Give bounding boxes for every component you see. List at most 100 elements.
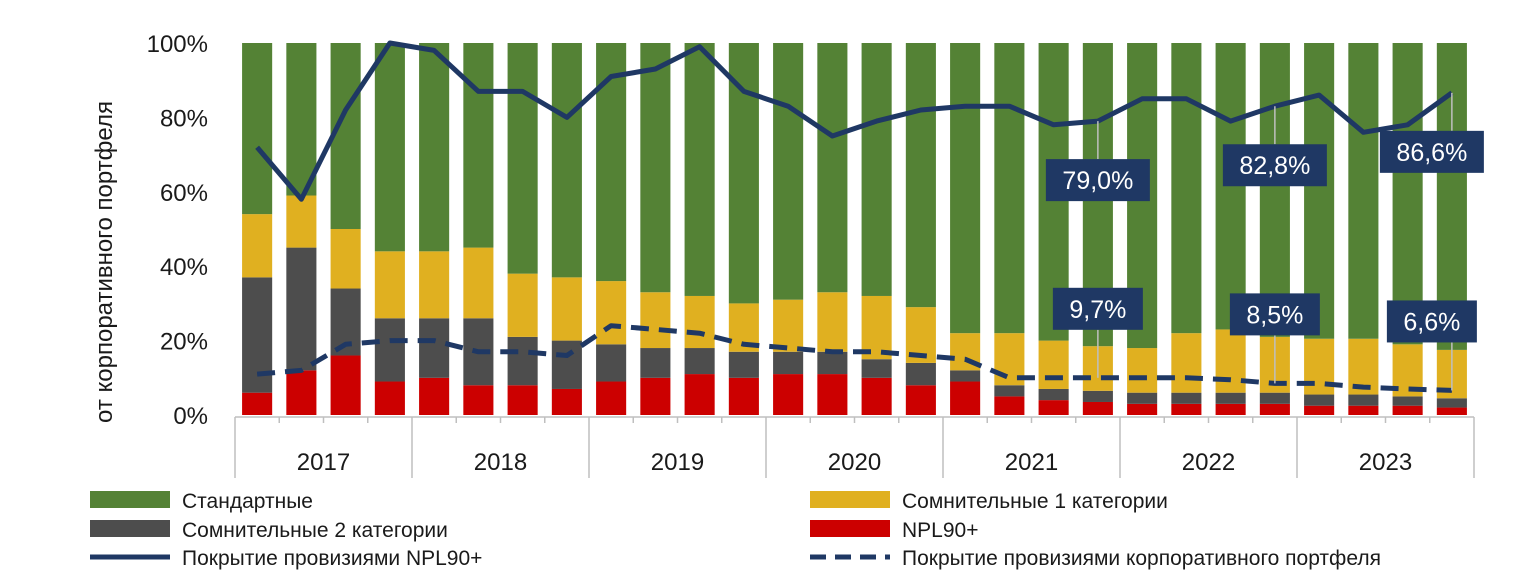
bar-segment (684, 43, 715, 296)
legend-label: Стандартные (182, 490, 313, 513)
data-callout: 86,6% (1379, 92, 1484, 173)
callout-box (1222, 144, 1327, 187)
bar-segment (640, 292, 671, 349)
bar-segment (1171, 43, 1202, 334)
legend-item: Стандартные (90, 490, 313, 513)
bar-segment (1038, 388, 1069, 401)
bar-segment (551, 277, 582, 341)
bar-segment (330, 43, 361, 229)
bar-segment (1215, 392, 1246, 404)
y-tick-label: 80% (160, 105, 208, 132)
bar-segment (728, 43, 759, 304)
bar-segment (507, 385, 538, 415)
bar-segment (640, 43, 671, 293)
bar-segment (773, 351, 804, 375)
bar-segment (1304, 405, 1335, 415)
lines-layer (255, 40, 1454, 393)
bar-segment (684, 295, 715, 349)
bar-segment (1171, 333, 1202, 393)
bar-segment (507, 336, 538, 386)
bar-segment (463, 385, 494, 415)
bar-segment (817, 292, 848, 352)
x-year-label: 2023 (1359, 449, 1412, 476)
bar-segment (419, 251, 450, 319)
callout-box (1386, 300, 1477, 343)
y-tick-label: 60% (160, 180, 208, 207)
callout-label: 86,6% (1396, 139, 1467, 167)
bar-segment (950, 381, 981, 415)
bar-segment (507, 273, 538, 337)
y-tick-label: 40% (160, 254, 208, 281)
bar-segment (1392, 43, 1423, 345)
bar-segment (242, 214, 273, 278)
bar-segment (994, 396, 1025, 415)
bar-segment (1436, 398, 1467, 408)
legend-swatch (90, 491, 170, 508)
bar-segment (374, 43, 405, 252)
bar-segment (551, 388, 582, 415)
axes-layer: 0% 20% 40% 60% 80% 100% 2017 2018 2019 2020 2021 20… (147, 31, 1475, 478)
bar-segment (1348, 405, 1379, 415)
bar-segment (551, 43, 582, 278)
callout-label: 9,7% (1069, 296, 1126, 324)
legend-item: Сомнительные 1 категории (810, 490, 1168, 513)
bar-segment (640, 348, 671, 378)
legend: Стандартные Сомнительные 1 категории Сомни… (90, 490, 1381, 570)
legend-label: Сомнительные 1 категории (902, 490, 1168, 513)
bar-segment (773, 43, 804, 300)
bar-segment (950, 43, 981, 334)
legend-label: Покрытие провизиями корпоративного портф… (902, 547, 1381, 570)
data-callout: 79,0% (1045, 121, 1150, 202)
coverage-portfolio-line (256, 323, 1452, 393)
bar-segment (684, 348, 715, 375)
callout-box (1045, 159, 1150, 202)
data-callout: 6,6% (1386, 300, 1477, 391)
bar-segment (1127, 403, 1158, 415)
bar-segment (1171, 392, 1202, 404)
bar-segment (1304, 43, 1335, 339)
y-axis-label: от корпоративного портфеля (91, 101, 118, 423)
bar-segment (507, 43, 538, 274)
bar-segment (1082, 390, 1113, 402)
bar-segment (905, 43, 936, 308)
callout-label: 6,6% (1403, 308, 1460, 336)
bar-segment (596, 344, 627, 382)
bar-segment (773, 374, 804, 415)
x-year-label: 2021 (1005, 449, 1058, 476)
callout-box (1229, 293, 1320, 336)
data-callout: 82,8% (1222, 106, 1327, 187)
bar-segment (728, 377, 759, 415)
bar-segment (1171, 403, 1202, 415)
legend-item: Покрытие провизиями NPL90+ (90, 547, 482, 570)
coverage-npl-line (255, 40, 1454, 202)
bar-segment (905, 385, 936, 415)
bar-segment (330, 355, 361, 415)
x-year-label: 2019 (651, 449, 704, 476)
legend-swatch (90, 520, 170, 537)
bar-segment (773, 299, 804, 352)
callout-label: 8,5% (1246, 301, 1303, 329)
bar-segment (419, 43, 450, 252)
legend-label: Сомнительные 2 категории (182, 519, 448, 542)
bar-segment (463, 43, 494, 248)
bar-segment (463, 247, 494, 319)
callout-box (1052, 287, 1143, 330)
callouts-layer: 79,0% 82,8% 86,6% 9,7% 8,5% 6,6% (1045, 92, 1484, 391)
y-tick-label: 100% (147, 31, 208, 58)
legend-item: Покрытие провизиями корпоративного портф… (810, 547, 1381, 570)
bar-segment (596, 281, 627, 345)
bar-segment (374, 318, 405, 382)
bar-segment (1215, 403, 1246, 415)
bar-segment (596, 381, 627, 415)
bar-segment (242, 392, 273, 415)
bar-segment (419, 318, 450, 378)
bar-segment (684, 374, 715, 415)
bar-segment (817, 351, 848, 375)
bar-segment (1215, 329, 1246, 393)
bar-segment (330, 229, 361, 289)
callout-label: 79,0% (1062, 167, 1133, 195)
bar-segment (861, 359, 892, 378)
bar-segment (1127, 392, 1158, 404)
bar-segment (1259, 392, 1290, 404)
